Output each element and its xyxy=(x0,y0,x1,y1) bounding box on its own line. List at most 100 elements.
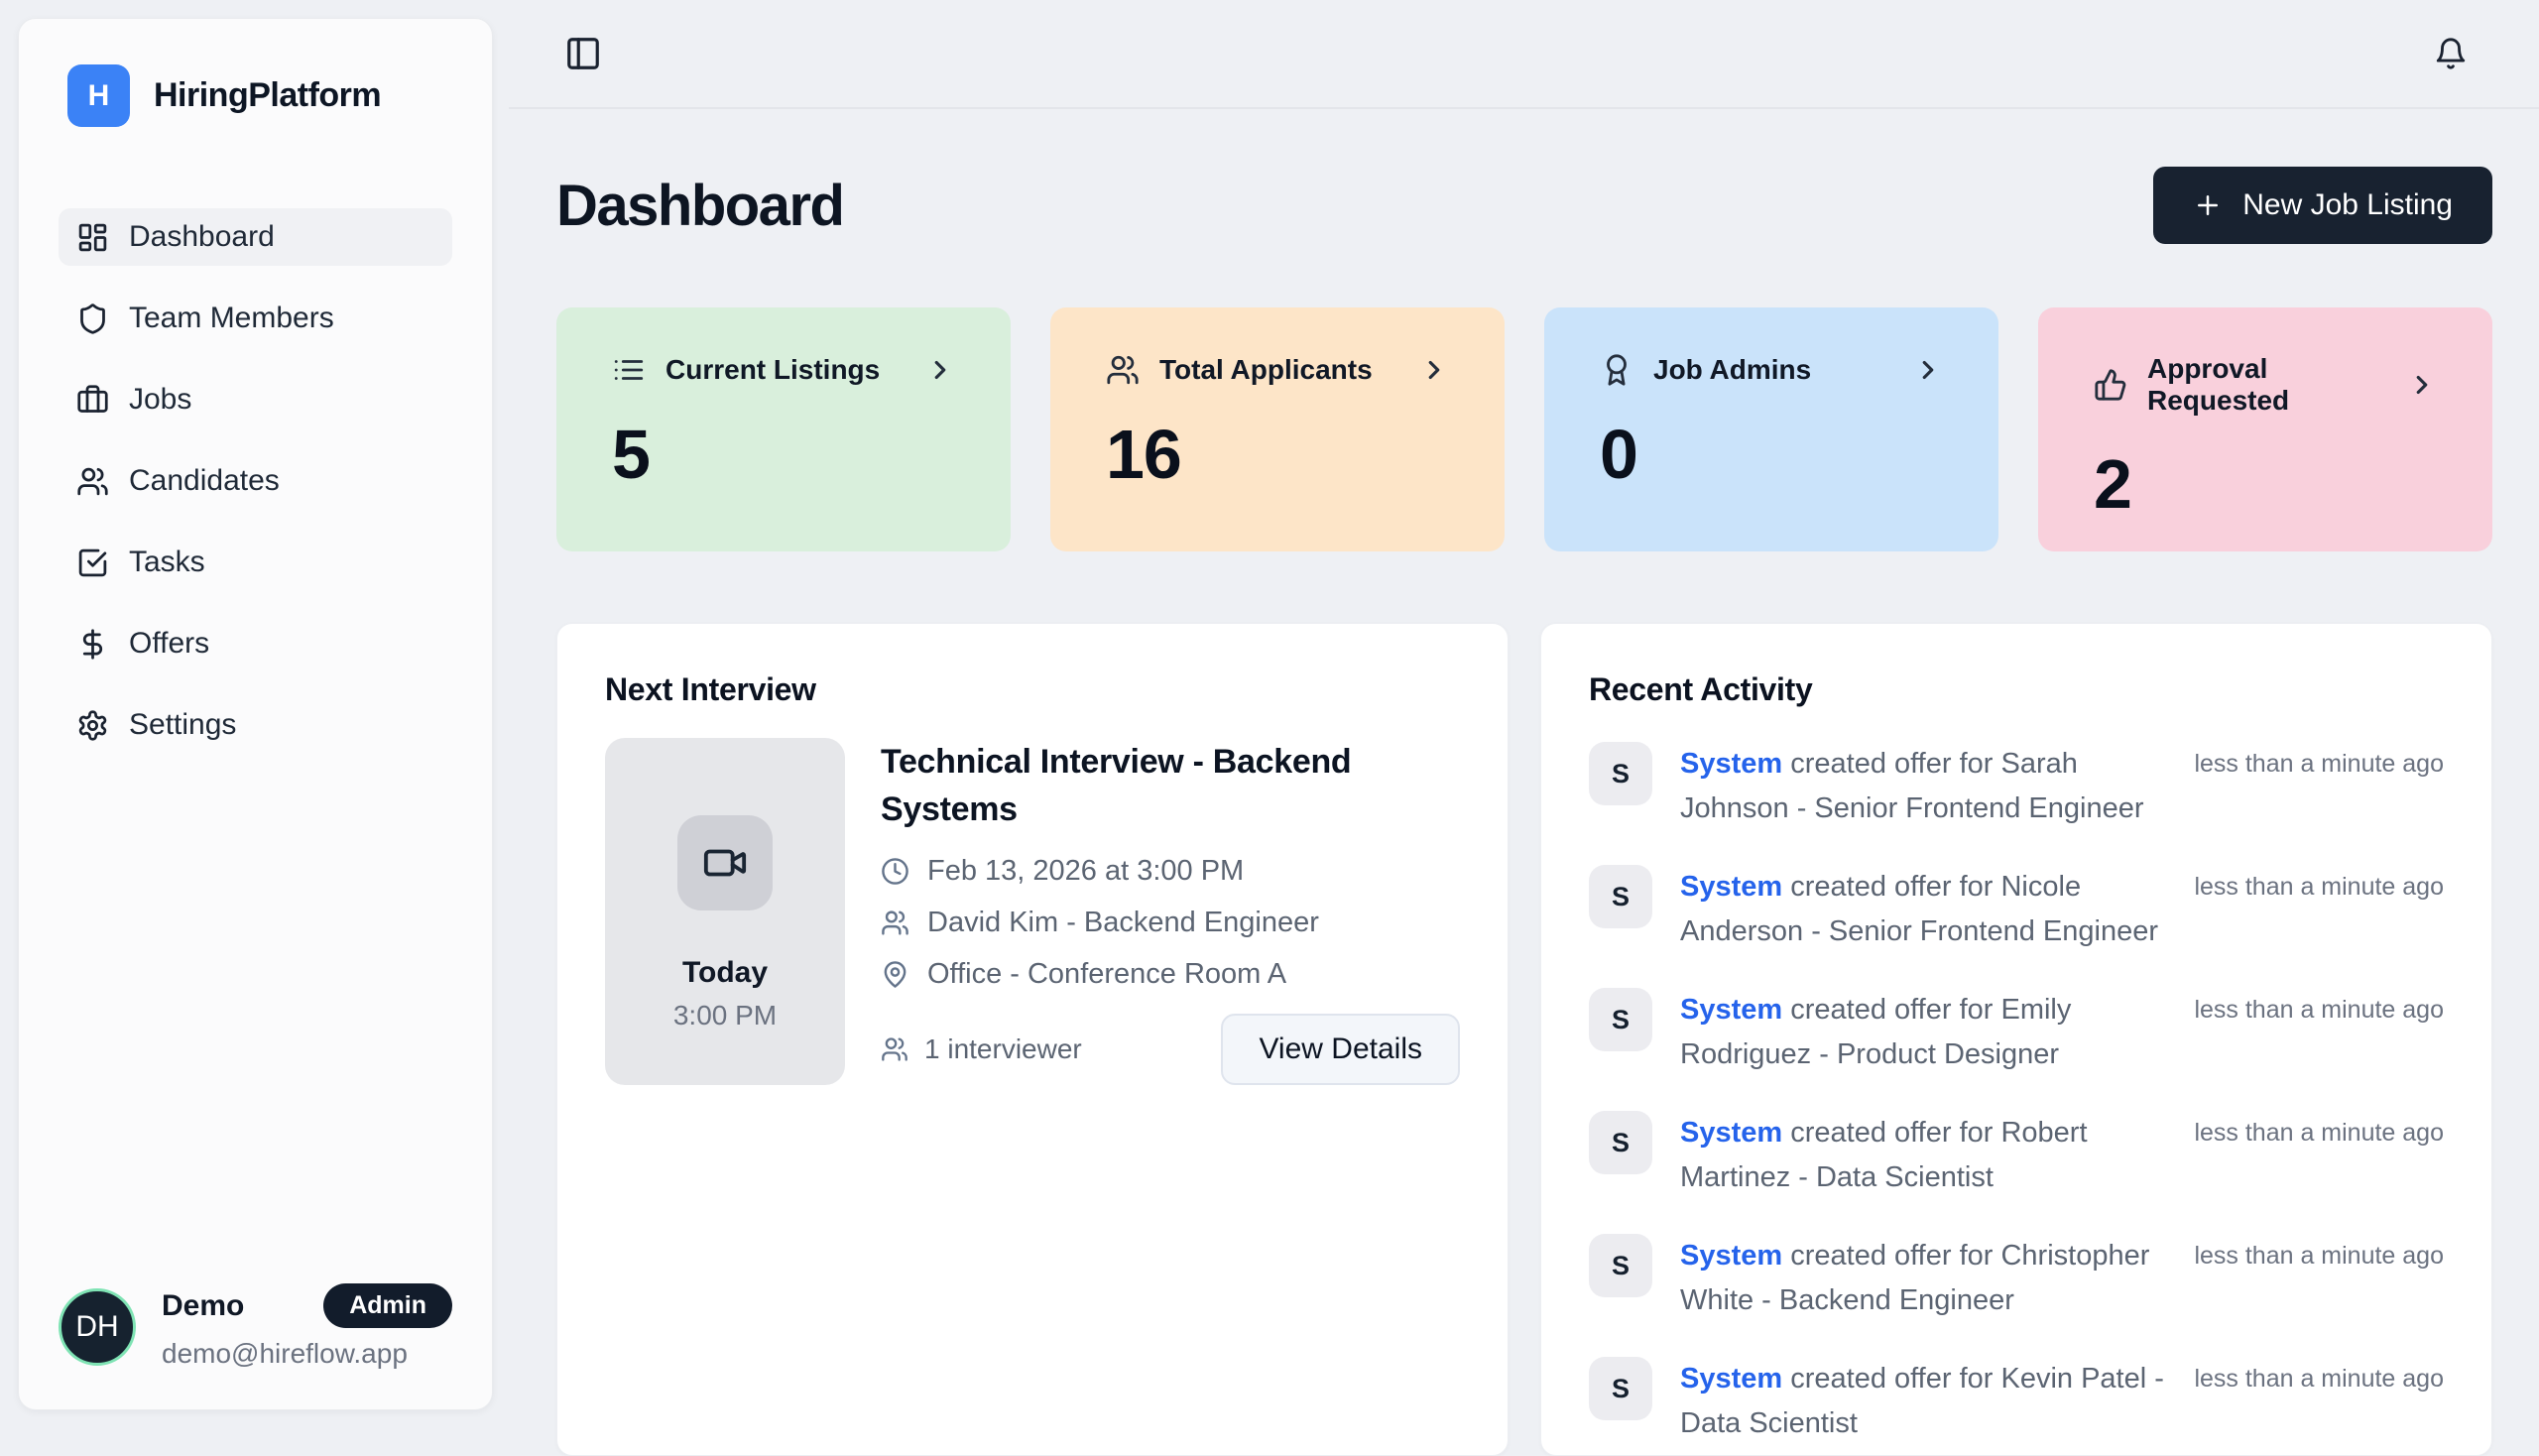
activity-timestamp: less than a minute ago xyxy=(2194,1242,2444,1270)
user-panel[interactable]: DH Demo Admin demo@hireflow.app xyxy=(59,1283,452,1370)
sidebar-item-settings[interactable]: Settings xyxy=(59,696,452,754)
next-interview-card: Next Interview Today 3:00 PM Technical I… xyxy=(556,623,1509,1456)
interview-location-row: Office - Conference Room A xyxy=(881,958,1460,991)
bell-icon xyxy=(2436,38,2466,69)
new-job-listing-button[interactable]: New Job Listing xyxy=(2153,167,2492,244)
stat-card-current-listings[interactable]: Current Listings 5 xyxy=(556,307,1011,551)
video-icon xyxy=(703,849,747,877)
briefcase-icon xyxy=(77,384,108,413)
sidebar-item-label: Candidates xyxy=(129,464,280,497)
users-icon xyxy=(882,910,908,935)
topbar xyxy=(509,0,2539,109)
activity-timestamp: less than a minute ago xyxy=(2194,1365,2444,1393)
sidebar-item-label: Offers xyxy=(129,627,210,660)
activity-text: System created offer for Sarah Johnson -… xyxy=(1680,748,2144,824)
sidebar-item-dashboard[interactable]: Dashboard xyxy=(59,208,452,266)
view-details-button[interactable]: View Details xyxy=(1221,1014,1460,1085)
stat-value: 0 xyxy=(1600,416,1638,493)
sidebar-item-label: Jobs xyxy=(129,383,192,416)
list-icon xyxy=(614,360,644,380)
map-pin-icon xyxy=(884,961,907,988)
activity-actor-link[interactable]: System xyxy=(1680,994,1783,1026)
plus-icon xyxy=(2198,195,2219,215)
activity-actor-link[interactable]: System xyxy=(1680,1363,1783,1395)
interview-time: 3:00 PM xyxy=(672,1000,778,1031)
sidebar-item-jobs[interactable]: Jobs xyxy=(59,371,452,428)
activity-actor-link[interactable]: System xyxy=(1680,748,1783,780)
activity-avatar: S xyxy=(1589,1357,1652,1420)
recent-activity-card: Recent Activity S System created offer f… xyxy=(1540,623,2492,1456)
page-content: Dashboard New Job Listing Current Listin… xyxy=(509,167,2539,1456)
notifications-button[interactable] xyxy=(2434,37,2468,70)
interview-candidate-row: David Kim - Backend Engineer xyxy=(881,907,1460,939)
thumbs-up-icon xyxy=(2095,369,2126,401)
activity-item: S System created offer for Emily Rodrigu… xyxy=(1589,988,2444,1077)
activity-avatar: S xyxy=(1589,865,1652,928)
activity-item: S System created offer for Robert Martin… xyxy=(1589,1111,2444,1200)
dashboard-grid-icon xyxy=(78,223,107,251)
sidebar-nav: Dashboard Team Members Jobs Candidates T… xyxy=(59,208,452,754)
stat-card-job-admins[interactable]: Job Admins 0 xyxy=(1544,307,1998,551)
user-name: Demo xyxy=(162,1288,245,1322)
stat-label: Approval Requested xyxy=(2147,353,2290,416)
recent-activity-title: Recent Activity xyxy=(1589,671,1813,707)
sidebar-item-offers[interactable]: Offers xyxy=(59,615,452,672)
chevron-right-icon xyxy=(934,360,946,380)
stat-value: 16 xyxy=(1106,416,1182,493)
brand: H HiringPlatform xyxy=(59,64,452,127)
activity-item: S System created offer for Christopher W… xyxy=(1589,1234,2444,1323)
activity-actor-link[interactable]: System xyxy=(1680,1240,1783,1272)
app-name: HiringPlatform xyxy=(154,76,382,114)
stat-value: 2 xyxy=(2094,445,2132,523)
role-badge: Admin xyxy=(323,1283,452,1328)
stat-label: Current Listings xyxy=(665,354,881,385)
sidebar-item-tasks[interactable]: Tasks xyxy=(59,534,452,591)
chevron-right-icon xyxy=(2416,375,2428,395)
stat-card-total-applicants[interactable]: Total Applicants 16 xyxy=(1050,307,1505,551)
activity-actor-link[interactable]: System xyxy=(1680,871,1783,903)
stat-card-approval-requested[interactable]: Approval Requested 2 xyxy=(2038,307,2492,551)
users-icon xyxy=(77,467,108,495)
sidebar-item-team-members[interactable]: Team Members xyxy=(59,290,452,347)
stat-label: Job Admins xyxy=(1653,354,1812,385)
activity-avatar: S xyxy=(1589,988,1652,1051)
next-interview-title: Next Interview xyxy=(605,671,816,707)
clock-icon xyxy=(882,858,908,885)
user-info: Demo Admin demo@hireflow.app xyxy=(162,1283,452,1370)
activity-text: System created offer for Nicole Anderson… xyxy=(1680,871,2159,947)
activity-timestamp: less than a minute ago xyxy=(2194,996,2444,1024)
sidebar-item-label: Tasks xyxy=(129,546,205,578)
stat-value: 5 xyxy=(612,416,651,493)
activity-avatar: S xyxy=(1589,1234,1652,1297)
activity-avatar: S xyxy=(1589,742,1652,805)
activity-text: System created offer for Emily Rodriguez… xyxy=(1680,994,2072,1070)
sidebar-item-label: Settings xyxy=(129,708,237,741)
users-icon xyxy=(1107,355,1139,385)
stat-cards: Current Listings 5 Total Applicants 16 J… xyxy=(556,307,2492,551)
sidebar-toggle-button[interactable] xyxy=(564,35,602,72)
activity-timestamp: less than a minute ago xyxy=(2194,750,2444,778)
interview-day: Today xyxy=(681,956,769,989)
stat-label: Total Applicants xyxy=(1159,354,1373,385)
sidebar-item-candidates[interactable]: Candidates xyxy=(59,452,452,510)
interviewer-count: 1 interviewer xyxy=(881,1033,1082,1065)
activity-text: System created offer for Robert Martinez… xyxy=(1680,1117,2088,1193)
app-logo: H xyxy=(67,64,130,127)
activity-text: System created offer for Kevin Patel - D… xyxy=(1680,1363,2164,1439)
activity-actor-link[interactable]: System xyxy=(1680,1117,1783,1149)
interview-date-tile: Today 3:00 PM xyxy=(605,738,845,1085)
sidebar: H HiringPlatform Dashboard Team Members … xyxy=(18,18,493,1410)
activity-text: System created offer for Christopher Whi… xyxy=(1680,1240,2150,1316)
award-icon xyxy=(1607,354,1627,386)
sidebar-item-label: Team Members xyxy=(129,302,334,334)
activity-timestamp: less than a minute ago xyxy=(2194,1119,2444,1147)
square-check-icon xyxy=(78,548,107,576)
user-email: demo@hireflow.app xyxy=(162,1338,408,1369)
main-area: Dashboard New Job Listing Current Listin… xyxy=(509,0,2539,1456)
activity-item: S System created offer for Sarah Johnson… xyxy=(1589,742,2444,831)
interview-job-title: Technical Interview - Backend Systems xyxy=(881,743,1352,828)
chevron-right-icon xyxy=(1428,360,1440,380)
users-icon xyxy=(882,1037,907,1061)
sidebar-item-label: Dashboard xyxy=(129,220,275,253)
panel-left-icon xyxy=(567,38,599,69)
